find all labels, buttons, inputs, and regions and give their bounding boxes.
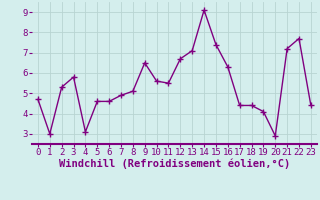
X-axis label: Windchill (Refroidissement éolien,°C): Windchill (Refroidissement éolien,°C) (59, 159, 290, 169)
